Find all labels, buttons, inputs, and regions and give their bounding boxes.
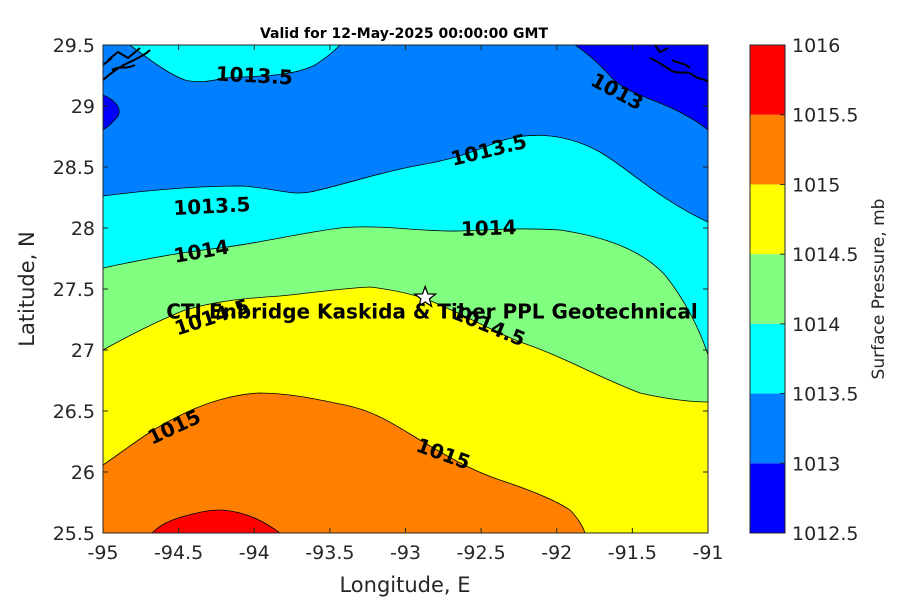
x-tick-label: -92.5 bbox=[457, 542, 506, 564]
contour-line-1014_5 bbox=[103, 286, 708, 403]
y-axis-label: Latitude, N bbox=[15, 231, 39, 347]
x-axis-label: Longitude, E bbox=[339, 573, 470, 597]
contour-line-1013_5 bbox=[103, 134, 708, 223]
colorbar-tick-label: 1015 bbox=[792, 174, 840, 196]
colorbar: 1016 1015.5 1015 1014.5 1014 1013.5 1013 1012.5 bbox=[749, 35, 858, 545]
contour-label: 1014 bbox=[460, 215, 516, 241]
chart-title: Valid for 12-May-2025 00:00:00 GMT bbox=[260, 26, 548, 42]
contour-label-group: 1013.5 bbox=[173, 192, 251, 220]
x-tick-label: -92 bbox=[541, 542, 572, 564]
station-label: CTI Enbridge Kaskida & Tiber PPL Geotech… bbox=[166, 300, 698, 324]
y-tick-label: 29 bbox=[71, 96, 95, 118]
y-tick-label: 28 bbox=[71, 218, 95, 240]
x-axis: -95 -94.5 -94 -93.5 -93 -92.5 -92 -91.5 -91 bbox=[87, 45, 724, 564]
band-1012_5-northeast bbox=[575, 45, 708, 130]
contour-line-1013_5-north bbox=[129, 45, 341, 83]
contour-label: 1013.5 bbox=[215, 61, 293, 89]
y-tick-label: 25.5 bbox=[53, 523, 95, 545]
contour-line-1013-ne bbox=[574, 45, 708, 131]
colorbar-tick-label: 1013.5 bbox=[792, 384, 858, 406]
band-1015 bbox=[103, 393, 585, 533]
contour-line-1015 bbox=[103, 392, 586, 533]
station-star-icon bbox=[412, 284, 438, 308]
y-axis: 29.5 29 28.5 28 27.5 27 26.5 26 25.5 bbox=[53, 35, 708, 545]
colorbar-label: Surface Pressure, mb bbox=[869, 199, 889, 380]
colorbar-segment bbox=[750, 45, 785, 115]
colorbar-segment bbox=[750, 184, 785, 255]
colorbar-segment bbox=[750, 463, 785, 533]
colorbar-tick-label: 1012.5 bbox=[792, 523, 858, 545]
contour-lines bbox=[103, 45, 708, 533]
colorbar-frame bbox=[749, 44, 786, 534]
x-tick-label: -91 bbox=[692, 542, 723, 564]
colorbar-segment bbox=[750, 254, 785, 324]
coastline-northwest bbox=[103, 47, 151, 81]
coastline bbox=[103, 45, 708, 83]
colorbar-segment bbox=[750, 393, 785, 464]
x-tick-label: -93.5 bbox=[305, 542, 354, 564]
colorbar-tick-label: 1014.5 bbox=[792, 244, 858, 266]
y-tick-label: 26 bbox=[71, 462, 95, 484]
y-tick-label: 29.5 bbox=[53, 35, 95, 57]
colorbar-tick-label: 1016 bbox=[792, 35, 840, 57]
x-tick-label: -94 bbox=[239, 542, 270, 564]
y-tick-label: 28.5 bbox=[53, 157, 95, 179]
contour-line-1015_5 bbox=[151, 509, 281, 533]
colorbar-tick-label: 1015.5 bbox=[792, 105, 858, 127]
contour-line-1013-w bbox=[103, 94, 120, 131]
pressure-bands bbox=[103, 45, 708, 533]
contour-label-group: 1014 bbox=[460, 215, 516, 241]
contour-label: 1013.5 bbox=[173, 192, 251, 220]
colorbar-segment bbox=[750, 114, 785, 185]
colorbar-tick-label: 1013 bbox=[792, 453, 840, 475]
x-tick-label: -93 bbox=[390, 542, 421, 564]
colorbar-segment bbox=[750, 323, 785, 394]
band-1012_5-west bbox=[103, 95, 120, 130]
y-tick-label: 27.5 bbox=[53, 279, 95, 301]
x-tick-label: -91.5 bbox=[608, 542, 657, 564]
y-tick-label: 27 bbox=[71, 340, 95, 362]
coastline-northeast bbox=[649, 45, 708, 83]
y-tick-label: 26.5 bbox=[53, 401, 95, 423]
band-1013_5-north-pocket bbox=[130, 45, 340, 82]
x-tick-label: -95 bbox=[87, 542, 118, 564]
colorbar-tick-label: 1014 bbox=[792, 314, 840, 336]
station: CTI Enbridge Kaskida & Tiber PPL Geotech… bbox=[166, 284, 698, 324]
x-tick-label: -94.5 bbox=[154, 542, 203, 564]
contour-line-1014 bbox=[103, 226, 708, 356]
contour-label-group: 1013.5 bbox=[215, 61, 293, 89]
